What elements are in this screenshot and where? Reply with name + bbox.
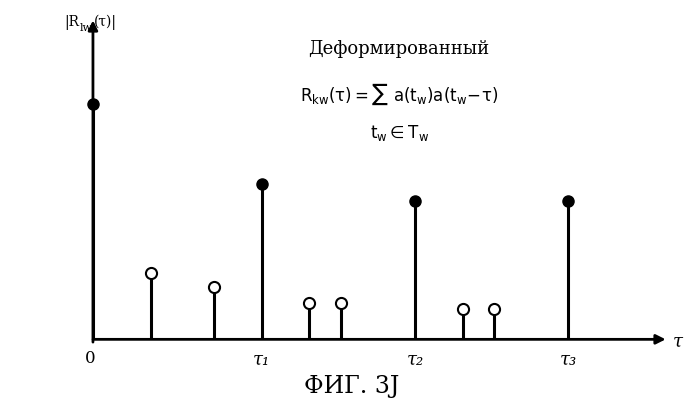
Text: ФИГ. 3J: ФИГ. 3J: [304, 375, 399, 399]
Text: $\mathrm{t_w \in T_w}$: $\mathrm{t_w \in T_w}$: [370, 123, 428, 143]
Text: (τ)|: (τ)|: [94, 15, 117, 30]
Text: τ₃: τ₃: [559, 350, 577, 369]
Text: τ: τ: [673, 333, 682, 351]
Text: |R: |R: [64, 15, 79, 30]
Text: τ₂: τ₂: [407, 350, 424, 369]
Text: τ₁: τ₁: [253, 350, 270, 369]
Text: 0: 0: [85, 350, 96, 367]
Text: $\mathrm{R_{kw}(\tau) = \sum\ a(t_w)a(t_w\!-\!\tau)}$: $\mathrm{R_{kw}(\tau) = \sum\ a(t_w)a(t_…: [300, 81, 498, 107]
Text: Деформированный: Деформированный: [309, 40, 490, 58]
Text: lw: lw: [80, 23, 93, 33]
